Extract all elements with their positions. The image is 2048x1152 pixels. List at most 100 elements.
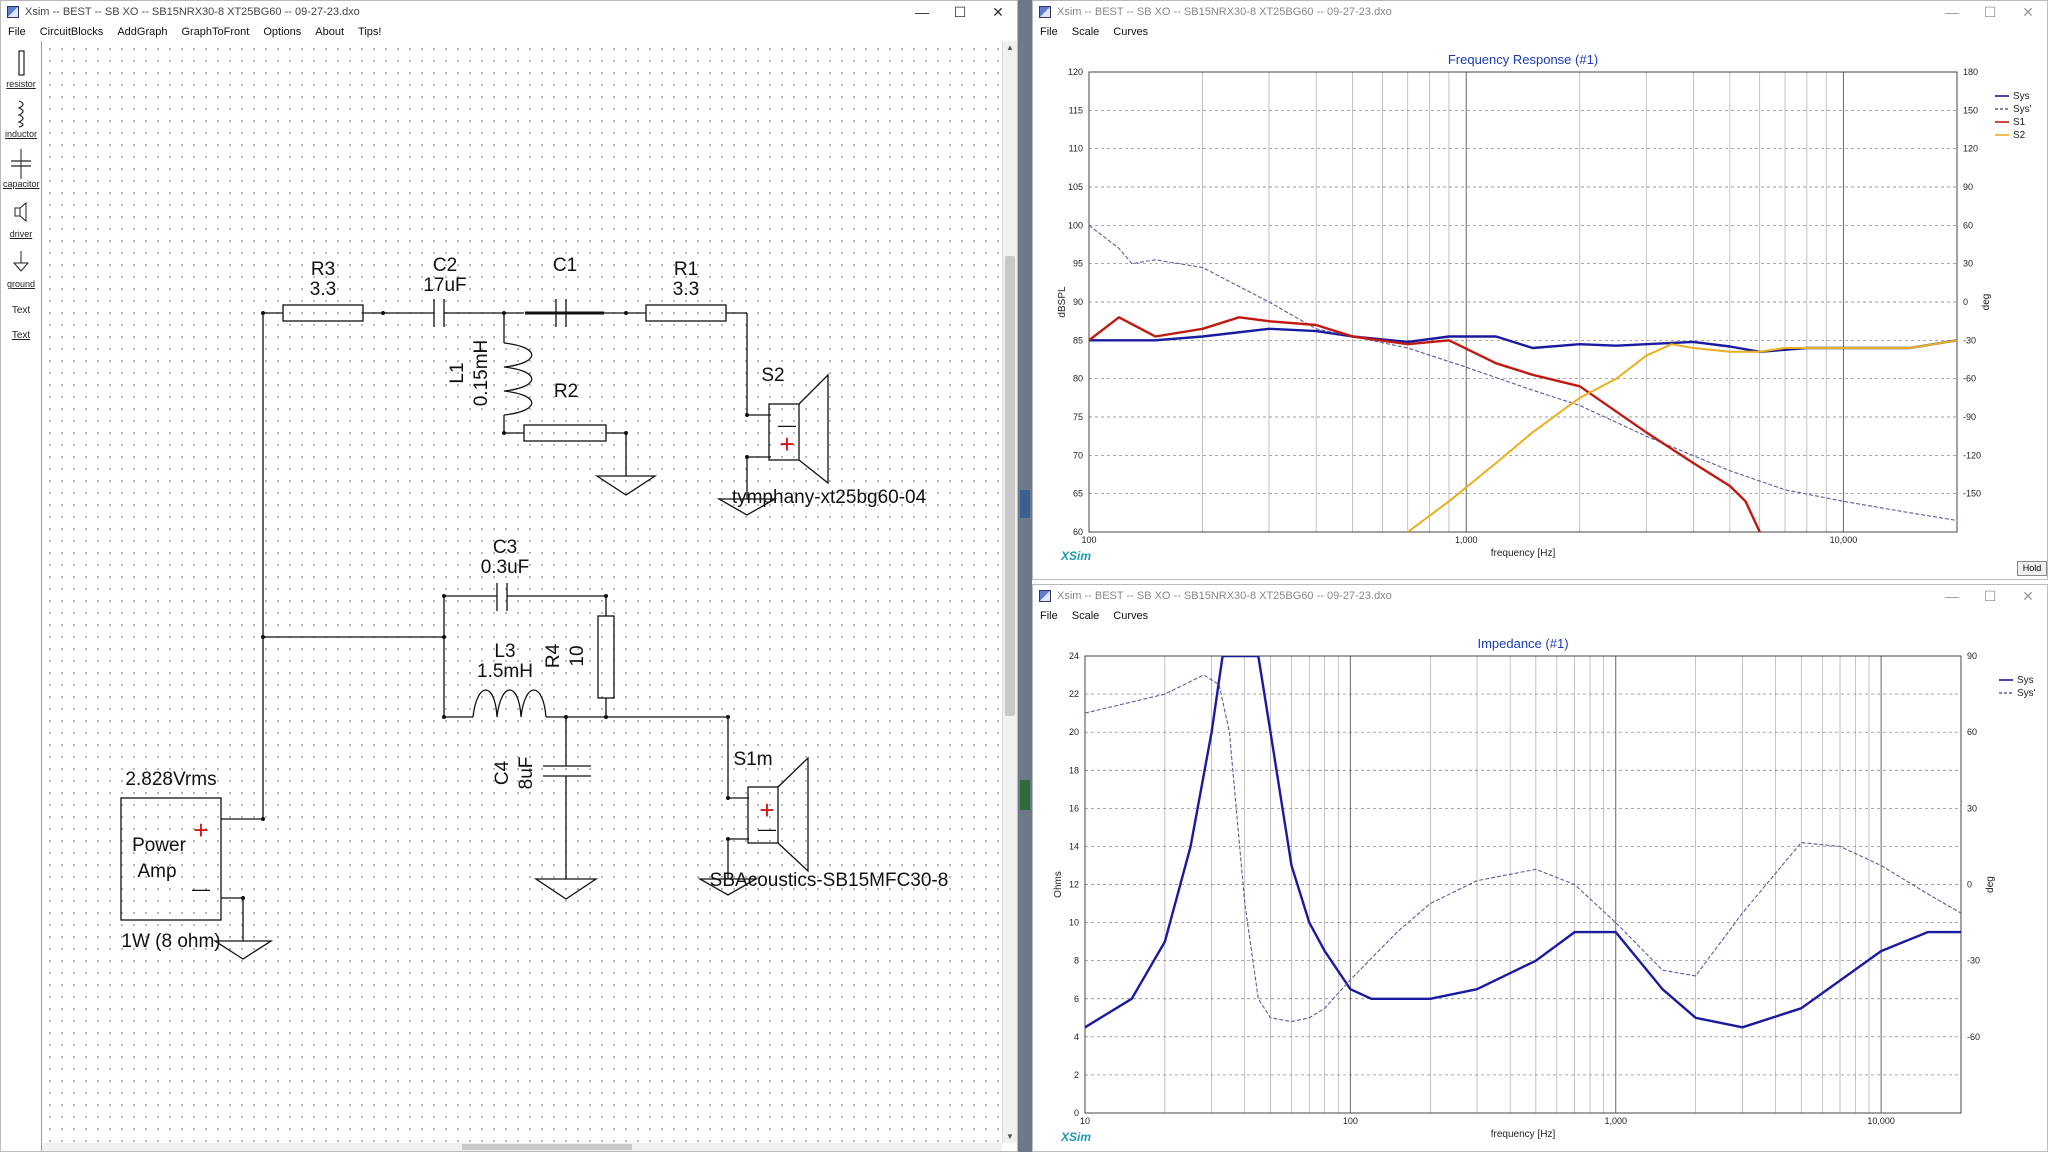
scroll-up-icon[interactable]: ▲ (1006, 43, 1014, 52)
text-link[interactable]: Text (11, 330, 31, 341)
window-title: Xsim -- BEST -- SB XO -- SB15NRX30-8 XT2… (25, 6, 360, 18)
maximize-button[interactable]: ☐ (1983, 588, 1997, 604)
window-title: Xsim -- BEST -- SB XO -- SB15NRX30-8 XT2… (1057, 6, 1392, 18)
tool-ground[interactable]: ground (3, 249, 39, 289)
label-s2-model: tymphany-xt25bg60-04 (732, 487, 927, 508)
y-tick-label: 100 (1068, 220, 1083, 230)
node-dot (564, 715, 568, 719)
x-tick-label: 10 (1080, 1116, 1090, 1126)
hscroll-thumb[interactable] (462, 1144, 632, 1150)
menu-addgraph[interactable]: AddGraph (117, 26, 168, 38)
hold-button[interactable]: Hold (2017, 561, 2047, 576)
freq-titlebar: Xsim -- BEST -- SB XO -- SB15NRX30-8 XT2… (1033, 1, 2047, 23)
label-amp-power: 1W (8 ohm) (121, 931, 220, 952)
legend-entry: Sys (2017, 675, 2034, 686)
y-tick-label: 20 (1069, 727, 1079, 737)
app-icon (7, 6, 19, 18)
maximize-button[interactable]: ☐ (1983, 4, 1997, 20)
maximize-button[interactable]: ☐ (953, 4, 967, 20)
node-dot (624, 431, 628, 435)
freq-graph-window: Xsim -- BEST -- SB XO -- SB15NRX30-8 XT2… (1032, 0, 2048, 580)
minimize-button[interactable]: — (1945, 4, 1959, 20)
menu-graphtofront[interactable]: GraphToFront (181, 26, 250, 38)
legend-entry: Sys (2013, 91, 2030, 102)
node-dot (442, 715, 446, 719)
y2-axis-label: deg (1981, 294, 1992, 311)
y-tick-label: 60 (1073, 527, 1083, 537)
tool-capacitor[interactable]: capacitor (3, 149, 40, 189)
power-amp-box (120, 797, 222, 921)
y2-tick-label: -30 (1963, 335, 1976, 345)
menu-file[interactable]: File (8, 26, 26, 38)
y2-tick-label: -150 (1963, 489, 1981, 499)
menu-file[interactable]: File (1040, 610, 1058, 622)
y2-tick-label: 60 (1967, 727, 1977, 737)
y-axis-label: Ohms (1053, 871, 1064, 898)
tool-driver[interactable]: driver (3, 199, 39, 239)
menu-scale[interactable]: Scale (1071, 26, 1100, 38)
plot-frame (1084, 655, 1962, 1114)
menu-curves[interactable]: Curves (1113, 610, 1149, 622)
menu-options[interactable]: Options (263, 26, 302, 38)
menu-tips[interactable]: Tips! (358, 26, 382, 38)
node-dot (241, 896, 245, 900)
menu-scale[interactable]: Scale (1071, 610, 1100, 622)
polarity-plus: + (759, 795, 774, 825)
frequency-response-chart[interactable]: Frequency Response (#1) 60 65 70 75 80 85 90 95 1… (1033, 41, 2048, 571)
menu-about[interactable]: About (315, 26, 345, 38)
series-line-sys-prime (1089, 224, 1957, 522)
y-tick-label: 75 (1073, 412, 1083, 422)
horizontal-scrollbar[interactable] (42, 1143, 1002, 1151)
node-dot (502, 431, 506, 435)
minimize-button[interactable]: — (1945, 588, 1959, 604)
node-dot (442, 635, 446, 639)
resistor-r1 (645, 304, 727, 322)
y2-tick-label: 180 (1963, 67, 1978, 77)
x-axis-label: frequency [Hz] (1491, 1129, 1556, 1140)
text-icon[interactable]: Text (11, 305, 31, 316)
y-tick-label: 90 (1073, 297, 1083, 307)
polarity-minus: — (778, 415, 796, 435)
node-dot (745, 413, 749, 417)
label-amp-line1: Power (132, 835, 187, 856)
close-button[interactable]: ✕ (992, 4, 1004, 20)
schematic-canvas[interactable] (42, 41, 1002, 1143)
y-tick-label: 110 (1069, 144, 1083, 154)
close-button[interactable]: ✕ (2022, 4, 2034, 20)
driver-icon (14, 201, 27, 223)
component-toolbox: resistor inductor capacitor driver groun… (1, 41, 42, 1151)
scroll-down-icon[interactable]: ▼ (1006, 1132, 1014, 1141)
inductor-l3 (472, 689, 547, 718)
schematic-menubar: File CircuitBlocks AddGraph GraphToFront… (1, 23, 1017, 41)
series-line-sys-prime (1085, 674, 1961, 1023)
node-dot (261, 311, 265, 315)
driver-s2-cone (798, 373, 829, 485)
impedance-chart[interactable]: Impedance (#1)024681012141618202224-60-3… (1033, 625, 2048, 1151)
driver-s1-cone (777, 756, 809, 873)
menu-curves[interactable]: Curves (1113, 26, 1149, 38)
y-tick-label: 115 (1069, 105, 1083, 115)
schematic-titlebar: Xsim -- BEST -- SB XO -- SB15NRX30-8 XT2… (1, 1, 1017, 23)
chart-title: Impedance (#1) (1477, 636, 1568, 651)
y2-tick-label: 0 (1967, 880, 1972, 890)
y-tick-label: 8 (1074, 956, 1079, 966)
tool-resistor[interactable]: resistor (3, 49, 39, 89)
node-dot (604, 594, 608, 598)
vertical-scrollbar[interactable]: ▲ ▼ (1002, 41, 1017, 1143)
menu-circuitblocks[interactable]: CircuitBlocks (39, 26, 104, 38)
tool-inductor[interactable]: inductor (3, 99, 39, 139)
plot-frame (1088, 71, 1958, 533)
label-l3-name: L3 (494, 641, 515, 662)
label-r4-name: R4 (543, 643, 564, 668)
menu-file[interactable]: File (1040, 26, 1058, 38)
y-tick-label: 105 (1068, 182, 1083, 192)
minimize-button[interactable]: — (915, 4, 929, 20)
legend-entry: S1 (2013, 117, 2026, 128)
ground-s2 (716, 498, 778, 516)
y-tick-label: 12 (1069, 880, 1079, 890)
xsim-brand: XSim (1060, 1130, 1091, 1144)
x-tick-label: 10,000 (1830, 535, 1858, 545)
close-button[interactable]: ✕ (2022, 588, 2034, 604)
label-r4-value: 10 (567, 645, 588, 666)
scroll-thumb[interactable] (1005, 256, 1015, 716)
